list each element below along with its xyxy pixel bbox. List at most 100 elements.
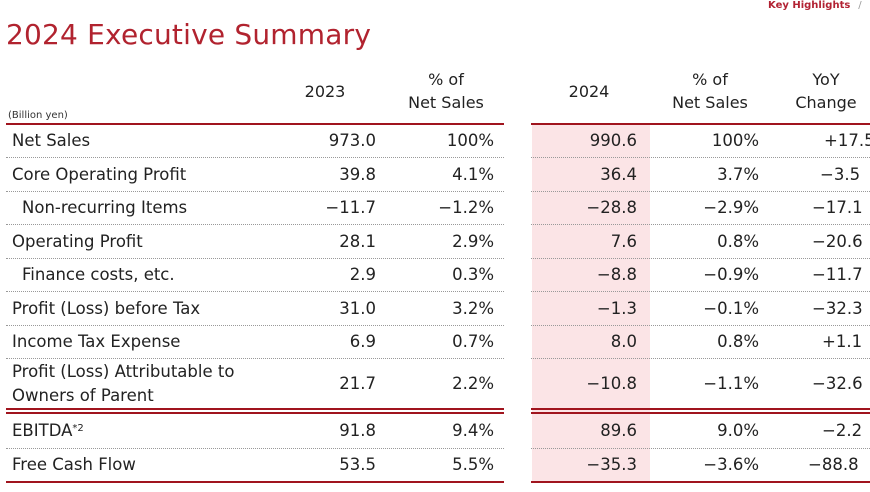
cell-2024: −28.8	[586, 198, 637, 217]
row-divider	[6, 358, 504, 360]
row-divider	[531, 358, 870, 360]
header-yoy-line1: YoY	[812, 70, 840, 89]
cell-yoy: −88.8	[808, 455, 859, 474]
header-pct-2024-line1: % of	[692, 70, 728, 89]
cell-2024: −8.8	[596, 265, 637, 284]
section-rule-bottom-right	[531, 412, 870, 414]
cell-yoy: +17.5	[824, 131, 870, 150]
row-label-line1: Profit (Loss) Attributable to	[12, 362, 235, 381]
row-divider	[6, 448, 504, 450]
cell-pct-2024: −1.1%	[703, 374, 759, 393]
table-bottom-rule-left	[6, 481, 504, 483]
row-divider	[6, 258, 504, 260]
cell-2024: −10.8	[586, 374, 637, 393]
cell-2024: 7.6	[610, 232, 637, 251]
cell-yoy: −32.3	[812, 299, 863, 318]
cell-pct-2023: 4.1%	[452, 165, 494, 184]
breadcrumb-separator: /	[858, 0, 862, 11]
header-2023: 2023	[304, 82, 346, 101]
row-label: Profit (Loss) before Tax	[12, 299, 201, 318]
row-divider	[531, 191, 870, 193]
cell-yoy: −32.6	[812, 374, 863, 393]
row-divider	[531, 157, 870, 159]
cell-pct-2023: 5.5%	[452, 455, 494, 474]
cell-pct-2024: −2.9%	[703, 198, 759, 217]
row-divider	[531, 224, 870, 226]
cell-yoy: −17.1	[812, 198, 863, 217]
cell-pct-2023: 3.2%	[452, 299, 494, 318]
row-label-line2: Owners of Parent	[12, 386, 154, 405]
cell-2023: 21.7	[339, 374, 376, 393]
row-label: Operating Profit	[12, 232, 143, 251]
highlight-2024-column	[532, 124, 650, 482]
cell-pct-2024: 100%	[711, 131, 759, 150]
cell-yoy: −20.6	[812, 232, 863, 251]
header-pct-2024-line2: Net Sales	[672, 93, 748, 112]
cell-pct-2023: 9.4%	[452, 421, 494, 440]
unit-note: (Billion yen)	[8, 110, 68, 121]
cell-2023: 6.9	[349, 332, 376, 351]
table-bottom-rule-right	[531, 481, 870, 483]
cell-2024: 8.0	[610, 332, 637, 351]
cell-pct-2024: −0.1%	[703, 299, 759, 318]
row-divider	[531, 291, 870, 293]
row-label: Core Operating Profit	[12, 165, 187, 184]
header-rule-right	[531, 123, 870, 125]
header-pct-2023-line2: Net Sales	[408, 93, 484, 112]
cell-2024: 36.4	[600, 165, 637, 184]
row-label-text: EBITDA	[12, 421, 73, 440]
row-divider	[6, 224, 504, 226]
header-rule-left	[6, 123, 504, 125]
row-label: Non-recurring Items	[22, 198, 188, 217]
header-pct-2024: % of Net Sales	[662, 68, 758, 114]
row-divider	[6, 325, 504, 327]
page-title: 2024 Executive Summary	[6, 18, 372, 51]
footnote-marker: *2	[72, 423, 84, 434]
row-divider	[531, 448, 870, 450]
cell-pct-2023: 0.7%	[452, 332, 494, 351]
row-divider	[6, 157, 504, 159]
cell-2023: 31.0	[339, 299, 376, 318]
row-label: EBITDA*2	[12, 421, 84, 441]
cell-pct-2023: 0.3%	[452, 265, 494, 284]
cell-2023: 53.5	[339, 455, 376, 474]
cell-pct-2023: 2.9%	[452, 232, 494, 251]
cell-pct-2024: 0.8%	[717, 332, 759, 351]
cell-2023: −11.7	[325, 198, 376, 217]
row-label: Income Tax Expense	[12, 332, 181, 351]
row-label: Finance costs, etc.	[22, 265, 175, 284]
row-label: Net Sales	[12, 131, 91, 150]
cell-pct-2023: −1.2%	[438, 198, 494, 217]
header-2024: 2024	[568, 82, 610, 101]
cell-pct-2024: 0.8%	[717, 232, 759, 251]
cell-yoy: −2.2	[822, 421, 863, 440]
cell-2023: 91.8	[339, 421, 376, 440]
cell-2024: −1.3	[596, 299, 637, 318]
cell-yoy: +1.1	[822, 332, 863, 351]
row-divider	[531, 258, 870, 260]
cell-2024: 89.6	[600, 421, 637, 440]
row-label: Free Cash Flow	[12, 455, 136, 474]
cell-2024: −35.3	[586, 455, 637, 474]
row-divider	[6, 291, 504, 293]
cell-2024: 990.6	[589, 131, 637, 150]
cell-pct-2024: −3.6%	[703, 455, 759, 474]
cell-pct-2024: −0.9%	[703, 265, 759, 284]
header-yoy: YoY Change	[786, 68, 866, 114]
cell-yoy: −11.7	[812, 265, 863, 284]
row-label: Profit (Loss) Attributable to Owners of …	[12, 360, 234, 408]
cell-2023: 28.1	[339, 232, 376, 251]
section-rule-bottom-left	[6, 412, 504, 414]
header-pct-2023-line1: % of	[428, 70, 464, 89]
cell-pct-2023: 2.2%	[452, 374, 494, 393]
header-yoy-line2: Change	[795, 93, 857, 112]
cell-pct-2024: 9.0%	[717, 421, 759, 440]
cell-pct-2023: 100%	[446, 131, 494, 150]
row-divider	[531, 325, 870, 327]
breadcrumb-section[interactable]: Key Highlights	[768, 0, 851, 11]
section-rule-top-right	[531, 408, 870, 410]
breadcrumb: Key Highlights /	[768, 0, 862, 11]
cell-2023: 973.0	[328, 131, 376, 150]
header-pct-2023: % of Net Sales	[398, 68, 494, 114]
cell-2023: 2.9	[349, 265, 376, 284]
